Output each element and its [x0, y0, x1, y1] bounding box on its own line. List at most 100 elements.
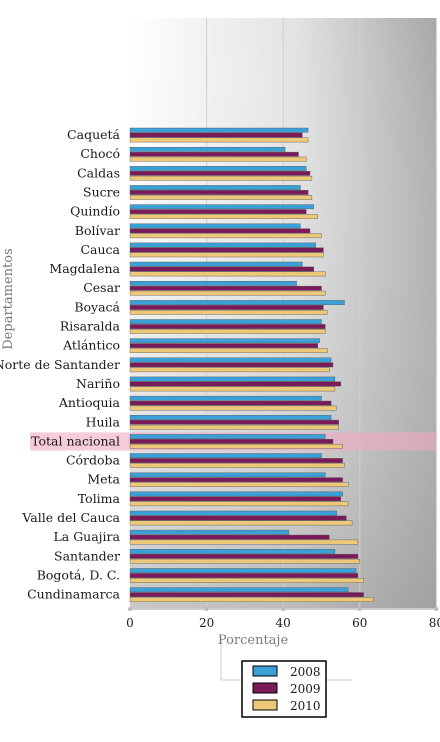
bar-2008-18 — [129, 472, 326, 478]
category-label: Risaralda — [60, 319, 121, 334]
bar-2010-3 — [129, 195, 313, 200]
category-label: Córdoba — [66, 453, 121, 468]
legend-label-2009: 2009 — [290, 682, 321, 696]
legend-label-2010: 2010 — [290, 699, 321, 713]
bar-2009-1 — [129, 151, 299, 157]
bar-2010-8 — [129, 290, 326, 296]
bar-2009-24 — [129, 592, 364, 598]
bar-2009-4 — [129, 209, 307, 215]
x-axis-title: Porcentaje — [218, 633, 289, 648]
category-label: Meta — [87, 472, 120, 487]
category-label: Santander — [54, 548, 120, 563]
bar-2009-3 — [129, 190, 309, 195]
bar-2010-12 — [129, 367, 330, 373]
category-label: Tolima — [78, 491, 121, 506]
bar-2008-6 — [129, 242, 317, 248]
bar-2010-19 — [129, 501, 349, 507]
bar-2008-3 — [129, 185, 301, 190]
bar-2008-23 — [129, 568, 357, 574]
bar-2010-17 — [129, 463, 345, 468]
bar-2009-22 — [129, 554, 359, 559]
category-label: Caquetá — [67, 127, 120, 142]
category-label: Valle del Cauca — [21, 510, 120, 525]
category-label: Cundinamarca — [27, 587, 120, 602]
tick-label-20: 20 — [199, 616, 214, 630]
bar-2008-10 — [129, 319, 322, 325]
bar-2010-15 — [129, 424, 339, 430]
bar-2009-5 — [129, 228, 311, 234]
category-label: Atlántico — [62, 338, 120, 353]
category-label: Boyacá — [74, 299, 120, 314]
bar-2010-4 — [129, 214, 318, 219]
bars — [129, 127, 374, 602]
bar-2008-11 — [129, 338, 320, 344]
bar-2010-6 — [129, 252, 324, 258]
bar-2009-19 — [129, 496, 341, 502]
category-label: Nariño — [76, 376, 120, 391]
category-label: Norte de Santander — [0, 357, 120, 372]
bar-2010-10 — [129, 329, 326, 334]
bar-2008-24 — [129, 587, 349, 593]
category-label: Sucre — [83, 184, 120, 199]
bar-2008-22 — [129, 549, 336, 554]
bar-2009-14 — [129, 400, 332, 406]
bar-2009-6 — [129, 247, 324, 253]
bar-2009-11 — [129, 343, 318, 349]
tick-label-40: 40 — [276, 616, 291, 630]
legend: 2008 2009 2010 — [241, 660, 327, 718]
bar-2010-23 — [129, 578, 364, 583]
bar-2008-19 — [129, 491, 343, 497]
bar-2010-9 — [129, 310, 328, 315]
tick-label-60: 60 — [352, 616, 367, 630]
bar-2008-21 — [129, 529, 290, 535]
category-labels: Caquetá Chocó Caldas Sucre Quindío Bolívar Cau… — [0, 127, 121, 602]
bar-2008-14 — [129, 395, 322, 401]
category-label: Huila — [86, 414, 121, 429]
category-label: Chocó — [80, 146, 120, 161]
bar-2009-7 — [129, 266, 315, 272]
category-label: La Guajira — [53, 529, 120, 544]
tick-label-80: 80 — [429, 616, 440, 630]
bar-2008-16 — [129, 434, 326, 439]
bar-2009-18 — [129, 477, 343, 483]
tick-label-0: 0 — [126, 616, 134, 630]
bar-2010-21 — [129, 539, 359, 545]
bar-2008-1 — [129, 146, 286, 152]
bar-2009-17 — [129, 458, 343, 463]
bar-2010-18 — [129, 482, 349, 488]
category-label: Bolívar — [75, 223, 120, 238]
bar-2009-2 — [129, 170, 311, 176]
bar-2008-0 — [129, 127, 309, 133]
legend-swatch-2010 — [252, 699, 278, 711]
bar-2008-20 — [129, 510, 338, 516]
bar-2010-5 — [129, 233, 322, 239]
x-axis-ticks: 0 20 40 60 80 — [126, 607, 440, 630]
bar-2009-15 — [129, 419, 339, 425]
bar-2010-2 — [129, 175, 313, 181]
tick-mark-60 — [357, 607, 362, 611]
bar-2008-17 — [129, 453, 322, 459]
bar-2008-7 — [129, 261, 303, 267]
bar-2009-13 — [129, 381, 341, 387]
category-label: Quindío — [70, 204, 120, 219]
bar-2009-23 — [129, 573, 359, 578]
tick-mark-0 — [128, 607, 132, 611]
category-label: Caldas — [77, 165, 120, 180]
bar-2008-12 — [129, 357, 332, 363]
category-label: Magdalena — [49, 261, 120, 276]
bar-2010-11 — [129, 348, 328, 353]
category-label: Antioquia — [58, 395, 121, 410]
bar-2009-21 — [129, 534, 330, 540]
bar-2008-8 — [129, 281, 297, 286]
bar-2008-13 — [129, 376, 336, 382]
bar-2008-5 — [129, 223, 301, 229]
bar-2010-0 — [129, 137, 309, 143]
bar-2010-24 — [129, 597, 374, 602]
y-axis-title: Departamentos — [1, 248, 16, 350]
category-label: Cesar — [83, 280, 120, 295]
legend-label-2008: 2008 — [290, 665, 321, 679]
category-label: Bogotá, D. C. — [37, 568, 120, 583]
bar-2008-4 — [129, 204, 315, 210]
bar-2008-9 — [129, 300, 345, 305]
